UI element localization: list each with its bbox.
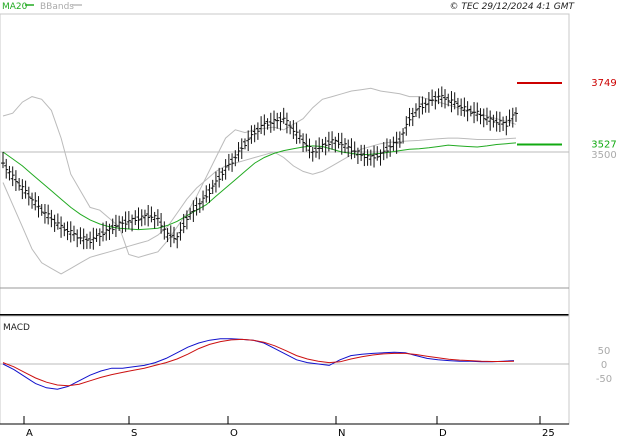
ma20-line [2, 142, 517, 231]
level-label-3527: 3527 [591, 140, 616, 151]
time-tick-label: A [26, 428, 33, 439]
macd-tick-label: 0 [601, 360, 607, 371]
time-tick-label: N [338, 428, 345, 439]
price-panel-frame [0, 13, 570, 316]
source-timestamp: © TEC 29/12/2024 4:1 GMT [449, 2, 575, 12]
macd-title: MACD [3, 323, 30, 333]
macd-tick-label: -50 [596, 374, 612, 385]
time-tick-label: O [230, 428, 238, 439]
signal-line [2, 338, 515, 387]
level-label-3749: 3749 [591, 78, 616, 89]
macd-layer [2, 338, 515, 390]
bbands-legend-label: BBands [40, 2, 74, 12]
time-tick-label: 25 [542, 428, 555, 439]
macd-tick-label: 50 [598, 346, 611, 357]
macd-panel-frame [0, 315, 570, 425]
bbands-lower-line [2, 137, 517, 275]
price-tick-label: 3500 [591, 150, 616, 161]
ma20-legend-label: MA20 [2, 2, 28, 12]
time-tick-label: D [439, 428, 447, 439]
time-tick-label: S [131, 428, 137, 439]
price-layer [1, 82, 562, 275]
